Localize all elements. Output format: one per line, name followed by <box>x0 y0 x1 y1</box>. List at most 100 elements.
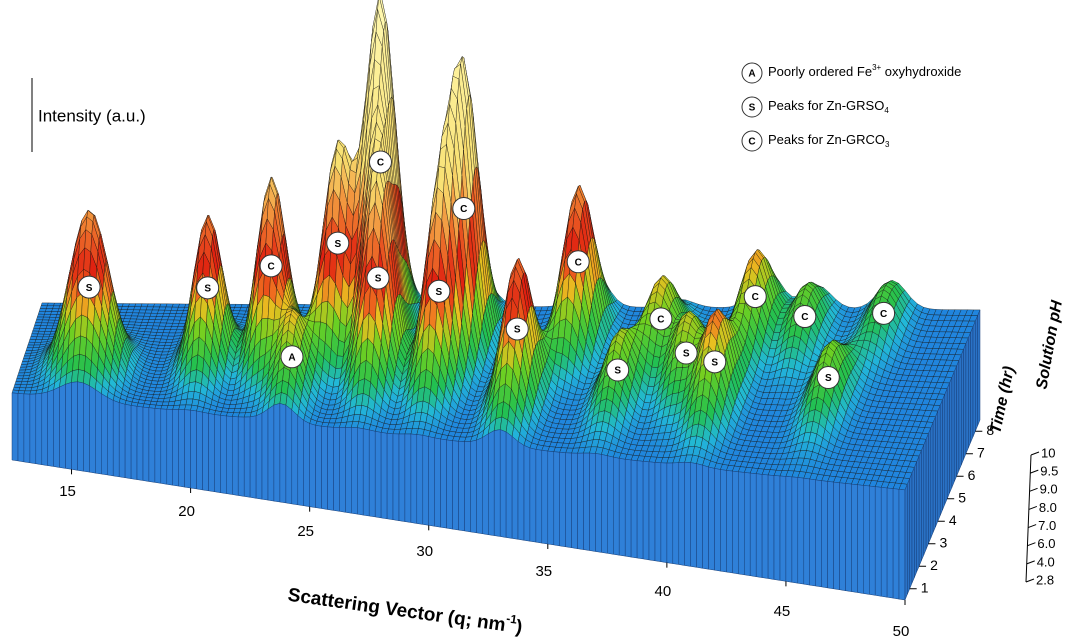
peak-annotation: S <box>78 276 100 298</box>
surface-cell <box>21 382 28 385</box>
front-face <box>601 454 607 553</box>
surface-cell <box>17 376 24 379</box>
front-face <box>846 483 852 591</box>
side-face <box>957 361 959 477</box>
side-face <box>973 321 975 437</box>
x-axis-label: Scattering Vector (q; nm-1) <box>286 581 524 639</box>
peak-label: S <box>204 284 211 295</box>
side-face <box>945 389 947 505</box>
front-face <box>173 410 179 487</box>
surface-cell <box>45 309 52 312</box>
front-face <box>399 434 405 522</box>
side-face <box>971 327 973 443</box>
surface-cell <box>20 364 27 367</box>
front-face <box>875 487 881 597</box>
front-face <box>726 470 732 573</box>
side-face <box>928 428 930 544</box>
surface-cell <box>18 373 25 376</box>
front-face <box>768 475 774 580</box>
front-face <box>887 488 893 598</box>
front-face <box>709 467 715 570</box>
front-face <box>554 452 560 546</box>
front-face <box>441 439 447 528</box>
front-face <box>18 393 24 462</box>
front-face <box>625 459 631 557</box>
front-face <box>524 445 530 541</box>
front-face <box>530 448 536 542</box>
surface-cell <box>39 328 46 331</box>
surface-cell <box>41 323 48 326</box>
front-face <box>101 394 107 475</box>
surface-cell <box>81 315 88 338</box>
front-face <box>322 426 328 509</box>
front-face <box>750 473 756 577</box>
front-face <box>143 407 149 481</box>
front-face <box>506 432 512 539</box>
z-axis-label: Intensity (a.u.) <box>38 106 146 125</box>
surface-cell <box>37 334 44 337</box>
front-face <box>72 382 78 471</box>
front-face <box>857 485 863 594</box>
surface-cell <box>47 303 54 306</box>
surface-cell <box>42 320 49 323</box>
front-face <box>167 409 173 485</box>
front-face <box>476 438 482 534</box>
front-face <box>786 476 792 582</box>
front-face <box>703 465 709 569</box>
front-face <box>774 476 780 581</box>
side-face <box>954 366 956 482</box>
front-face <box>30 394 36 464</box>
surface-cell <box>41 303 48 306</box>
front-face <box>203 412 209 491</box>
side-face <box>940 400 942 516</box>
side-face <box>959 355 961 471</box>
front-face <box>792 477 798 583</box>
surface-cell <box>40 326 47 329</box>
front-face <box>137 406 143 480</box>
front-face <box>804 478 810 585</box>
front-face <box>536 449 542 543</box>
surface-cell <box>46 326 53 329</box>
surface-cell <box>44 331 51 334</box>
front-face <box>423 435 429 525</box>
front-face <box>95 390 101 475</box>
front-face <box>851 484 857 592</box>
front-face <box>465 442 471 532</box>
front-face <box>107 397 113 476</box>
front-face <box>48 390 54 467</box>
surface-cell <box>32 331 39 334</box>
surface-cell <box>24 353 31 356</box>
front-face <box>334 427 340 511</box>
side-face <box>961 349 963 465</box>
surface-cell <box>36 337 43 340</box>
front-face <box>214 415 220 493</box>
surface-cell <box>54 303 61 306</box>
front-face <box>881 487 887 597</box>
side-face <box>912 467 914 583</box>
front-face <box>429 437 435 527</box>
front-face <box>453 441 459 530</box>
front-face <box>42 392 48 466</box>
peak-annotation: S <box>197 277 219 299</box>
front-face <box>66 382 72 469</box>
front-face <box>613 457 619 555</box>
side-face <box>978 310 980 426</box>
front-face <box>590 453 596 551</box>
front-face <box>256 413 262 499</box>
surface-cell <box>30 337 37 340</box>
surface-cell <box>22 359 29 362</box>
surface-cell <box>27 345 34 348</box>
front-face <box>89 386 95 473</box>
y2-axis-label: Solution pH <box>1034 299 1066 391</box>
side-face <box>905 484 907 600</box>
front-face <box>631 460 637 558</box>
surface-cell <box>39 309 46 312</box>
front-face <box>744 472 750 575</box>
front-face <box>328 427 334 511</box>
front-face <box>756 474 762 578</box>
surface-cell <box>16 379 23 382</box>
front-face <box>595 453 601 552</box>
front-face <box>697 464 703 569</box>
front-face <box>345 427 351 513</box>
surface <box>12 0 980 600</box>
